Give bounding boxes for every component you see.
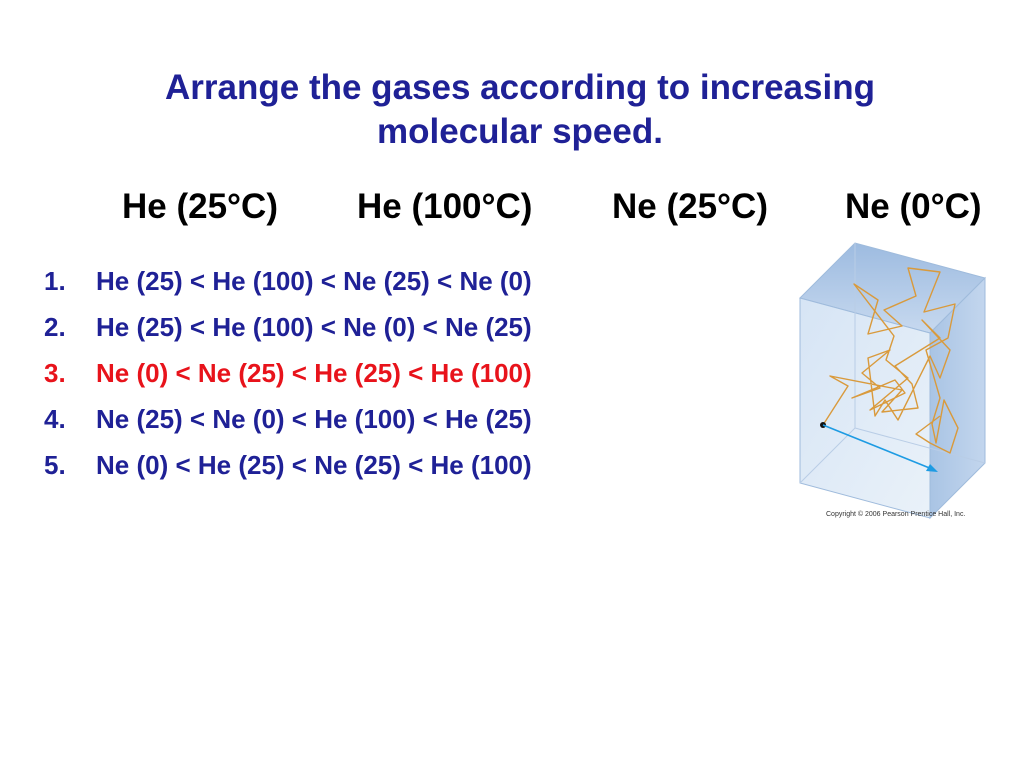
gas-container-figure <box>790 238 990 528</box>
gas-container-molecule-path-icon <box>799 242 986 520</box>
slide-title-line-1: Arrange the gases according to increasin… <box>165 68 875 107</box>
arrow-head-icon <box>926 464 938 472</box>
option-text: He (25) < He (100) < Ne (0) < Ne (25) <box>96 312 532 342</box>
option-text: He (25) < He (100) < Ne (25) < Ne (0) <box>96 266 532 296</box>
option-number: 3. <box>44 358 66 388</box>
copyright-notice: Copyright © 2006 Pearson Prentice Hall, … <box>826 511 966 518</box>
option-number: 4. <box>44 404 66 434</box>
gas-label-he-25: He (25°C) <box>122 187 278 226</box>
slide-title: Arrange the gases according to increasin… <box>60 66 980 154</box>
option-number: 2. <box>44 312 66 342</box>
option-text: Ne (25) < Ne (0) < He (100) < He (25) <box>96 404 532 434</box>
option-number: 1. <box>44 266 66 296</box>
option-text: Ne (0) < He (25) < Ne (25) < He (100) <box>96 450 532 480</box>
gas-label-ne-0: Ne (0°C) <box>845 187 982 226</box>
gas-list: He (25°C) He (100°C) Ne (25°C) Ne (0°C) <box>0 185 1024 229</box>
gas-label-ne-25: Ne (25°C) <box>612 187 768 226</box>
gas-label-he-100: He (100°C) <box>357 187 533 226</box>
option-text: Ne (0) < Ne (25) < He (25) < He (100) <box>96 358 532 388</box>
option-number: 5. <box>44 450 66 480</box>
slide-title-line-2: molecular speed. <box>377 112 663 151</box>
